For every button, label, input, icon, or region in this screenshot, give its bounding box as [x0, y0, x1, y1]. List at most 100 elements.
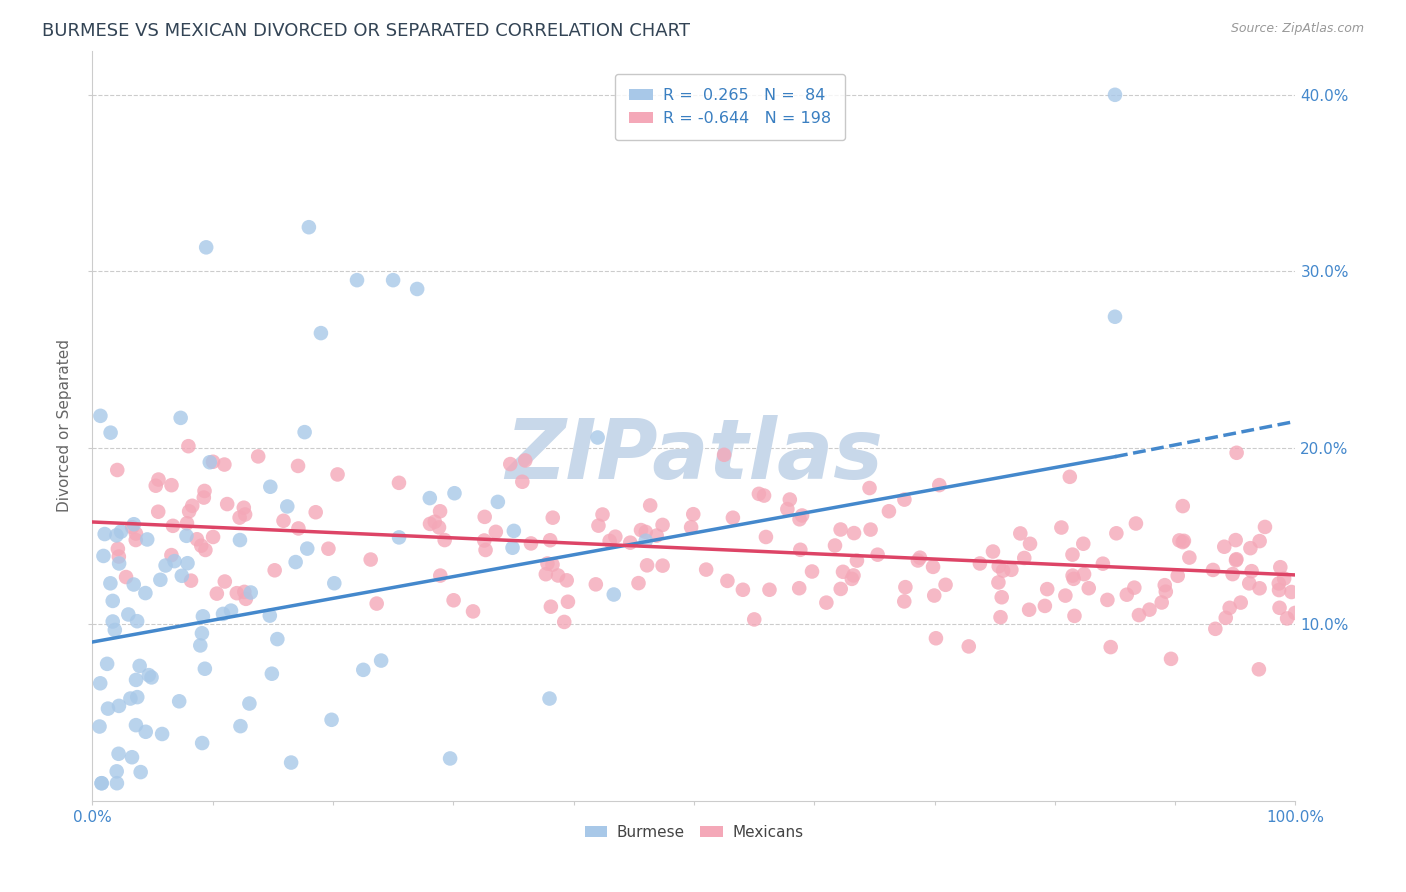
Point — [443, 593, 465, 607]
Point — [370, 654, 392, 668]
Point — [1153, 578, 1175, 592]
Point — [191, 736, 214, 750]
Point — [176, 516, 198, 531]
Point — [925, 632, 948, 646]
Point — [326, 467, 349, 482]
Point — [259, 480, 281, 494]
Point — [247, 450, 270, 464]
Point — [1226, 446, 1249, 460]
Point — [776, 502, 799, 516]
Point — [429, 504, 451, 518]
Point — [1036, 582, 1059, 596]
Point — [429, 568, 451, 582]
Point — [101, 615, 124, 629]
Point — [89, 409, 111, 423]
Point — [229, 533, 252, 547]
Point — [681, 520, 703, 534]
Point — [155, 558, 177, 573]
Point — [540, 599, 562, 614]
Point — [541, 510, 564, 524]
Point — [634, 524, 657, 539]
Point — [474, 543, 496, 558]
Point — [815, 596, 838, 610]
Point — [195, 240, 218, 254]
Point — [987, 559, 1010, 574]
Point — [1062, 568, 1084, 582]
Point — [588, 518, 610, 533]
Point — [801, 565, 824, 579]
Point — [323, 576, 346, 591]
Point — [1215, 611, 1237, 625]
Point — [1000, 563, 1022, 577]
Point — [427, 520, 450, 534]
Point — [284, 555, 307, 569]
Point — [1247, 662, 1270, 676]
Point — [627, 576, 650, 591]
Point — [1019, 537, 1042, 551]
Point — [273, 514, 295, 528]
Point — [125, 533, 148, 547]
Point — [1010, 526, 1032, 541]
Point — [1268, 600, 1291, 615]
Point — [832, 565, 855, 579]
Point — [321, 713, 343, 727]
Point — [1204, 622, 1226, 636]
Point — [194, 662, 217, 676]
Point — [1229, 596, 1251, 610]
Point — [695, 563, 717, 577]
Point — [789, 542, 811, 557]
Point — [858, 481, 880, 495]
Point — [557, 595, 579, 609]
Point — [1063, 608, 1085, 623]
Point — [830, 523, 852, 537]
Point — [232, 500, 254, 515]
Point — [1225, 533, 1247, 547]
Point — [1097, 593, 1119, 607]
Point — [638, 499, 661, 513]
Point — [969, 557, 991, 571]
Point — [957, 640, 980, 654]
Point — [645, 528, 668, 542]
Text: Source: ZipAtlas.com: Source: ZipAtlas.com — [1230, 22, 1364, 36]
Point — [287, 521, 309, 535]
Point — [176, 529, 198, 543]
Point — [214, 458, 236, 472]
Point — [201, 455, 224, 469]
Point — [461, 604, 484, 618]
Point — [603, 588, 626, 602]
Point — [1091, 557, 1114, 571]
Point — [181, 499, 204, 513]
Point — [787, 581, 810, 595]
Point — [538, 533, 561, 548]
Point — [894, 580, 917, 594]
Point — [228, 510, 250, 524]
Point — [193, 483, 215, 498]
Point — [520, 536, 543, 550]
Point — [89, 719, 111, 733]
Point — [107, 541, 129, 556]
Point — [713, 448, 735, 462]
Point — [212, 607, 235, 621]
Point — [987, 575, 1010, 590]
Point — [225, 586, 247, 600]
Point — [263, 563, 285, 577]
Point — [510, 475, 533, 489]
Point — [1202, 563, 1225, 577]
Point — [1018, 603, 1040, 617]
Point — [217, 497, 239, 511]
Point — [752, 489, 775, 503]
Point — [1167, 569, 1189, 583]
Point — [190, 539, 212, 553]
Point — [651, 558, 673, 573]
Point — [486, 495, 509, 509]
Point — [859, 523, 882, 537]
Point — [318, 541, 340, 556]
Point — [149, 573, 172, 587]
Point — [1104, 310, 1126, 324]
Point — [89, 676, 111, 690]
Point — [716, 574, 738, 588]
Point — [160, 478, 183, 492]
Point — [824, 539, 846, 553]
Point — [121, 520, 143, 534]
Point — [553, 615, 575, 629]
